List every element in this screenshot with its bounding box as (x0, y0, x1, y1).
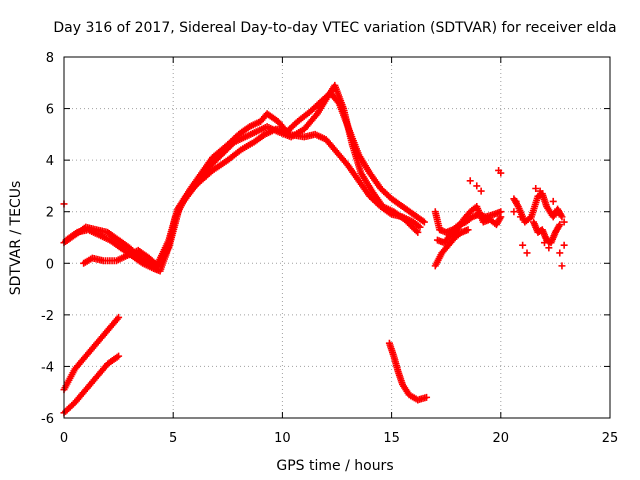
data-point (420, 218, 428, 226)
series-arc-c (80, 89, 428, 270)
data-point (556, 249, 564, 257)
x-axis-label: GPS time / hours (276, 458, 393, 474)
data-point (516, 213, 524, 221)
y-tick-label: 0 (46, 257, 54, 272)
x-tick-label: 10 (274, 431, 291, 446)
x-tick-label: 20 (493, 431, 510, 446)
data-point (115, 352, 123, 360)
series-arc-i (431, 226, 472, 270)
data-point (558, 213, 566, 221)
data-point (423, 393, 431, 401)
x-tick-label: 5 (169, 431, 177, 446)
data-point (560, 218, 568, 226)
y-tick-label: 4 (46, 154, 54, 169)
series-arc-b (62, 81, 422, 275)
x-tick-label: 0 (60, 431, 68, 446)
y-tick-label: -4 (41, 360, 54, 375)
y-tick-label: -6 (41, 412, 54, 427)
data-point (536, 187, 544, 195)
grid-lines (64, 57, 610, 418)
data-point (466, 177, 474, 185)
data-point (556, 221, 564, 229)
series-arc-e (60, 352, 123, 417)
tick-labels: 0 5 10 15 20 25 -6 -4 -2 0 2 4 6 8 (41, 51, 618, 446)
data-point (512, 197, 520, 205)
series-arc-d (60, 313, 123, 394)
series-arc-f (385, 339, 431, 404)
data-point (473, 182, 481, 190)
data-point (497, 213, 505, 221)
data-point (549, 197, 557, 205)
data-point (532, 185, 540, 193)
data-point (560, 241, 568, 249)
data-marks (60, 81, 568, 417)
data-point (477, 187, 485, 195)
y-axis-label: SDTVAR / TECUs (8, 181, 24, 296)
axis-ticks (63, 56, 611, 419)
y-tick-label: 8 (46, 51, 54, 66)
series-arc-h (433, 203, 505, 247)
x-tick-label: 15 (383, 431, 400, 446)
data-point (497, 169, 505, 177)
series-arc-k (530, 218, 564, 247)
x-tick-label: 25 (602, 431, 619, 446)
data-point (464, 226, 472, 234)
data-point (115, 313, 123, 321)
data-point (510, 208, 518, 216)
chart-title: Day 316 of 2017, Sidereal Day-to-day VTE… (53, 20, 616, 36)
data-point (540, 239, 548, 247)
plot-frame (63, 56, 611, 419)
series-arc-j (510, 190, 566, 226)
y-tick-label: 2 (46, 206, 54, 221)
y-tick-label: 6 (46, 103, 54, 118)
data-point (414, 228, 422, 236)
data-point (519, 241, 527, 249)
data-point (412, 227, 420, 235)
data-point (545, 244, 553, 252)
data-point (523, 249, 531, 257)
data-point (416, 223, 424, 231)
data-point (558, 262, 566, 270)
y-tick-label: -2 (41, 309, 54, 324)
